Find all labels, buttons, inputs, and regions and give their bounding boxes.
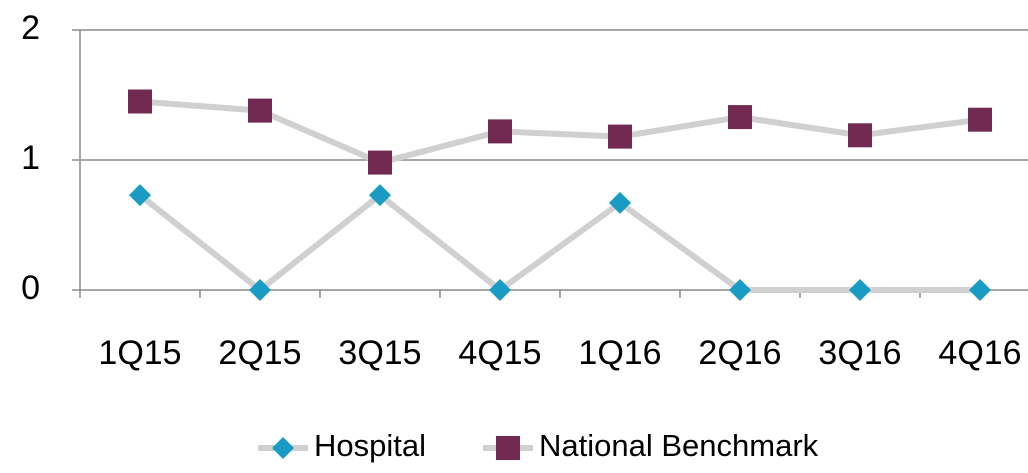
data-point [728,105,752,130]
series-line [138,191,980,294]
legend-label: National Benchmark [539,428,819,463]
x-tick-label: 4Q16 [938,334,1021,372]
legend-marker [496,436,520,460]
data-point [729,279,751,301]
data-point [369,184,391,207]
data-point [969,279,991,301]
x-tick-label: 1Q16 [578,334,661,372]
data-point [488,119,512,144]
data-point [608,124,632,149]
series-line [139,98,981,166]
data-point [609,191,631,214]
data-point [849,279,871,301]
x-tick-label: 4Q15 [458,334,541,372]
x-tick-label: 3Q16 [818,334,901,372]
legend-marker [272,437,294,459]
y-tick-label: 0 [21,269,40,307]
x-tick-label: 2Q15 [218,334,301,372]
legend-label: Hospital [314,428,426,463]
y-tick-label: 2 [21,9,40,47]
data-point [489,279,511,301]
data-point [848,123,872,148]
data-point [128,89,152,114]
data-point [248,98,272,123]
y-tick-label: 1 [21,139,40,177]
data-point [968,107,992,132]
x-tick-label: 2Q16 [698,334,781,372]
x-tick-label: 3Q15 [338,334,421,372]
data-point [368,150,392,175]
data-point [129,184,151,207]
x-tick-label: 1Q15 [98,334,181,372]
data-point [249,279,271,301]
